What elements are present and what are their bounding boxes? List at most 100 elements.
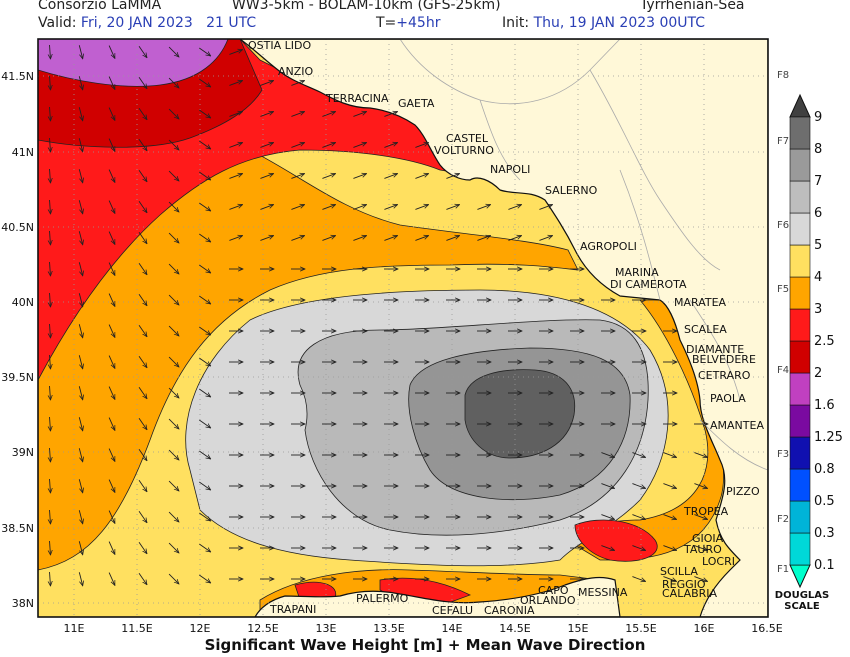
wave-arrow (539, 205, 552, 210)
colorbar-level: 0.5 (814, 494, 835, 509)
wave-arrow (50, 137, 51, 152)
place-label: MESSINA (578, 586, 628, 599)
colorbar-swatch (789, 212, 811, 246)
wave-arrow (168, 542, 179, 553)
wave-arrow (78, 510, 82, 524)
wave-arrow (50, 571, 51, 586)
wave-arrow (108, 107, 116, 121)
wave-arrow (138, 200, 147, 213)
footer-title: Significant Wave Height [m] + Mean Wave … (204, 636, 646, 654)
wave-arrow (199, 233, 210, 242)
wave-arrow (229, 50, 242, 55)
wave-arrow (108, 262, 116, 276)
wave-arrow (108, 200, 116, 214)
wave-arrow (78, 479, 82, 493)
wave-arrow (199, 78, 210, 87)
colorbar-swatch (789, 468, 811, 502)
lon-tick: 13.5E (373, 622, 404, 635)
wave-arrow (50, 354, 51, 369)
wave-arrow (632, 545, 645, 551)
wave-arrow (260, 112, 273, 117)
wave-arrow (78, 541, 82, 555)
wave-arrow (138, 293, 147, 306)
wave-arrow (539, 236, 552, 241)
place-label: REGGIO (662, 578, 706, 591)
wave-arrow (601, 514, 614, 520)
wave-arrow (50, 292, 51, 307)
place-label: NAPOLI (490, 163, 530, 176)
lead-time: T=+45hr (376, 15, 440, 31)
wave-arrow (291, 174, 304, 179)
wave-arrow (322, 143, 335, 148)
lon-tick: 14E (442, 622, 463, 635)
wave-arrow (78, 293, 82, 307)
lon-tick: 15.5E (625, 622, 656, 635)
wave-arrow (108, 231, 116, 245)
colorbar-swatch (789, 340, 811, 374)
wave-arrow (168, 46, 179, 57)
wave-arrow (138, 479, 147, 492)
wave-arrow (108, 138, 116, 152)
lat-tick: 40.5N (1, 221, 34, 234)
wave-arrow (384, 174, 397, 179)
wave-arrow (508, 236, 521, 241)
place-label: SALERNO (545, 184, 598, 197)
place-label: VOLTURNO (434, 144, 494, 157)
wave-arrow (168, 232, 179, 243)
place-label: PALERMO (356, 592, 409, 605)
place-label: TERRACINA (325, 92, 389, 105)
colorbar-level: 3 (814, 302, 822, 317)
place-label: CASTEL (446, 132, 489, 145)
grid (38, 39, 768, 617)
colorbar-swatch (789, 404, 811, 438)
wave-arrow (78, 45, 82, 59)
colorbar-swatch (789, 276, 811, 310)
place-label: AGROPOLI (580, 240, 637, 253)
band-2-2.5m (38, 39, 229, 87)
wave-arrow (199, 450, 210, 459)
wave-arrow (168, 356, 179, 367)
lon-tick: 12.5E (247, 622, 278, 635)
wave-direction-arrows (50, 44, 708, 586)
wave-arrow (50, 75, 51, 90)
lon-axis: 11E 11.5E 12E 12.5E 13E 13.5E 14E 14.5E … (64, 622, 783, 635)
wave-arrow (108, 448, 116, 462)
wave-arrow (50, 199, 51, 214)
wave-arrow (108, 572, 116, 586)
place-label: BELVEDERE (692, 353, 756, 366)
douglas-title: DOUGLAS (775, 590, 829, 601)
colorbar-level: 2.5 (814, 334, 835, 349)
colorbar-level: 4 (814, 270, 822, 285)
wave-arrow (78, 386, 82, 400)
wave-arrow (229, 81, 242, 86)
wave-arrow (108, 45, 116, 59)
colorbar-level: 1.6 (814, 398, 835, 413)
place-label: LOCRI (702, 555, 735, 568)
place-label: MARATEA (674, 296, 727, 309)
place-label: PAOLA (710, 392, 746, 405)
lead-label: T= (376, 15, 397, 31)
wave-arrow (199, 388, 210, 397)
wave-arrow (229, 205, 242, 210)
place-label: CARONIA (484, 604, 535, 617)
wave-arrow (168, 201, 179, 212)
wave-arrow (78, 262, 82, 276)
wave-arrow (199, 109, 210, 118)
place-label: TROPEA (683, 505, 729, 518)
wave-arrow (108, 417, 116, 431)
wave-arrow (663, 452, 676, 458)
wave-arrow (291, 236, 304, 241)
douglas-force: F2 (777, 514, 789, 525)
wave-arrow (168, 77, 179, 88)
wave-arrow (663, 576, 676, 582)
wave-arrow (601, 452, 614, 458)
wave-arrow (138, 572, 147, 585)
lat-tick: 38.5N (1, 522, 34, 535)
wave-arrow (108, 293, 116, 307)
colorbar-swatch (789, 180, 811, 214)
wave-arrow (168, 449, 179, 460)
place-label: GAETA (398, 97, 435, 110)
colorbar-level: 5 (814, 238, 822, 253)
wave-arrow (78, 169, 82, 183)
wave-arrow (168, 418, 179, 429)
